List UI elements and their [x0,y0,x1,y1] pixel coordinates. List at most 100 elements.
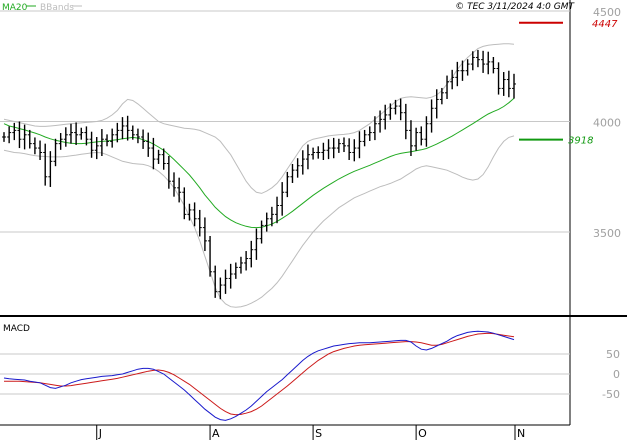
price-bar [331,137,336,159]
price-bar [414,127,419,151]
panel-frames [0,0,627,426]
price-bar [460,60,465,81]
price-bar [300,150,305,175]
price-bar [238,256,243,274]
price-bar [367,126,372,141]
price-bar [275,196,280,224]
price-bar [506,70,511,98]
price-bar [228,263,233,289]
price-bar [352,139,357,162]
macd-signal-line [4,332,515,416]
price-bar [125,115,130,141]
ma20-line [3,97,515,229]
price-bar [269,206,274,227]
price-bar [197,209,202,237]
price-bar [74,122,79,145]
price-bar [79,127,84,140]
price-bar [393,99,398,115]
price-bar [486,51,491,75]
price-bar [32,137,37,155]
price-bar [475,49,480,68]
price-bar [434,89,439,119]
price-bar [512,73,516,99]
price-y-tick-label: 4000 [593,117,621,130]
price-bar [105,134,110,147]
price-bar [305,144,310,170]
price-bar [192,202,197,227]
price-bar [259,220,264,244]
price-bar [68,123,73,144]
price-bar [22,124,27,150]
price-bar [501,72,506,96]
price-bar [439,87,444,105]
bb-lower-line [3,135,515,308]
price-bar [408,120,413,157]
price-bar [17,121,22,149]
resistance-label: 4447 [592,19,618,30]
price-bar [151,137,156,170]
price-bar [58,133,63,150]
price-bar [38,140,43,160]
macd-y-tick-label: 50 [606,348,620,361]
price-bar [383,104,388,130]
price-bar [146,132,151,157]
price-bar [43,143,48,186]
macd-lines [3,330,515,421]
support-label: 3918 [568,136,593,147]
price-bar [481,50,486,73]
support-resistance-levels: 4447 3918 [519,19,618,147]
x-tick-label: A [212,427,220,440]
macd-panel-title: MACD [3,324,30,334]
price-bar [388,103,393,120]
x-tick-label: N [517,427,525,440]
price-bar [94,137,99,160]
macd-gridlines [0,353,570,395]
price-bar [321,142,326,160]
price-bar [156,149,161,164]
price-bar [115,122,120,143]
price-bar [233,262,238,279]
price-y-tick-label: 3500 [593,227,621,240]
price-bar [311,147,316,160]
price-bar [496,62,501,95]
price-bar [290,163,295,183]
price-bar [249,240,254,268]
price-bar [295,158,300,178]
price-bar [254,228,259,260]
price-bar [7,126,12,144]
price-bar [12,122,17,141]
price-bar [455,61,460,87]
bb-upper-line [3,43,515,194]
price-bar [347,138,352,160]
price-bar [465,59,470,76]
price-bar [213,265,218,298]
price-bar [357,131,362,159]
price-bar [99,129,104,157]
macd-y-tick-label: -50 [602,388,620,401]
price-gridlines [0,10,570,233]
price-bar [398,98,403,121]
macd-y-tick-label: 0 [613,368,620,381]
price-bar [187,203,192,221]
price-y-tick-labels: 3500 4000 4500 [593,6,621,240]
price-bar [110,128,115,148]
ma20-legend-label: MA20 [2,3,28,13]
price-bar [429,99,434,133]
x-tick-label: J [98,427,102,440]
price-bar [120,117,125,140]
price-y-tick-label: 4500 [593,6,621,19]
price-bar [264,212,269,232]
price-bar [372,116,377,141]
bbands-legend-label: BBands [40,3,74,13]
macd-y-tick-labels: 50 0 -50 [602,348,620,401]
price-bar [470,51,475,71]
price-bar [27,129,32,149]
price-bars [2,49,516,300]
price-bar [141,129,146,149]
bollinger-bands [3,43,515,308]
price-bar [177,177,182,203]
price-bar [48,151,53,187]
